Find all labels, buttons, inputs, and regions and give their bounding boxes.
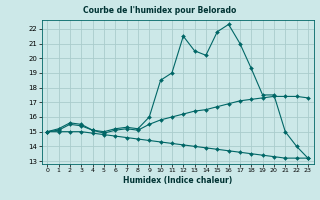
Text: Courbe de l'humidex pour Belorado: Courbe de l'humidex pour Belorado bbox=[83, 6, 237, 15]
X-axis label: Humidex (Indice chaleur): Humidex (Indice chaleur) bbox=[123, 176, 232, 185]
